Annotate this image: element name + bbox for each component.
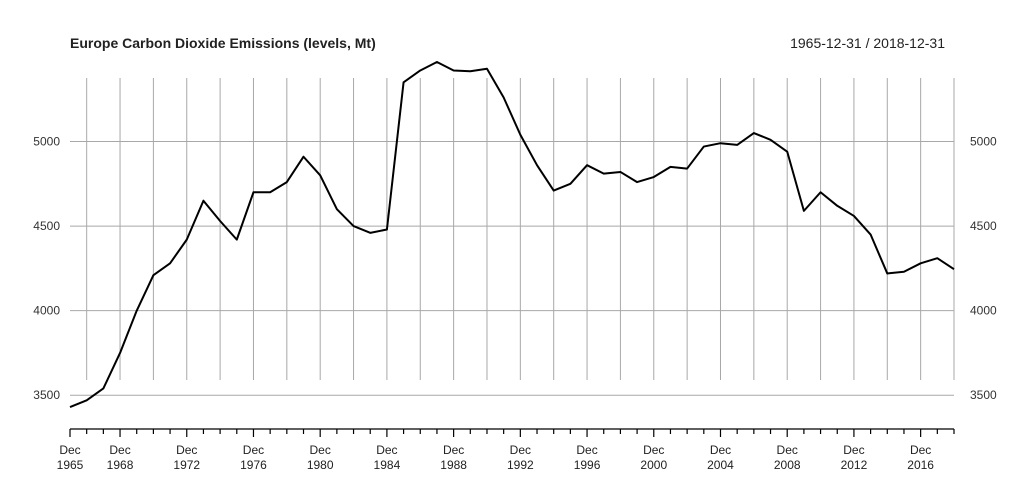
x-tick-label-month: Dec xyxy=(243,443,264,457)
y-axis-right-labels: 3500 4000 4500 5000 xyxy=(970,135,997,403)
x-tick-label-month: Dec xyxy=(443,443,464,457)
y-tick-label-left: 5000 xyxy=(33,135,60,149)
x-tick-label-month: Dec xyxy=(109,443,130,457)
x-tick-label-year: 1984 xyxy=(374,458,401,472)
x-tick-label-month: Dec xyxy=(643,443,664,457)
x-tick-label-year: 1968 xyxy=(107,458,134,472)
y-tick-label-left: 4500 xyxy=(33,219,60,233)
x-tick-label-month: Dec xyxy=(576,443,597,457)
x-tick-label-month: Dec xyxy=(777,443,798,457)
y-tick-label-left: 4000 xyxy=(33,304,60,318)
x-tick-label-month: Dec xyxy=(710,443,731,457)
x-tick-label-month: Dec xyxy=(843,443,864,457)
y-axis-left-labels: 3500 4000 4500 5000 xyxy=(33,135,60,403)
x-tick-label-year: 1965 xyxy=(57,458,84,472)
y-tick-label-right: 4000 xyxy=(970,304,997,318)
x-tick-label-month: Dec xyxy=(910,443,931,457)
x-tick-label-year: 2000 xyxy=(640,458,667,472)
y-tick-label-right: 3500 xyxy=(970,388,997,402)
x-tick-label-month: Dec xyxy=(59,443,80,457)
x-axis: Dec1965Dec1968Dec1972Dec1976Dec1980Dec19… xyxy=(57,428,955,472)
chart-title: Europe Carbon Dioxide Emissions (levels,… xyxy=(70,35,376,51)
x-tick-label-year: 2008 xyxy=(774,458,801,472)
date-range-label: 1965-12-31 / 2018-12-31 xyxy=(790,35,945,51)
x-tick-label-year: 1972 xyxy=(173,458,200,472)
horizontal-gridlines xyxy=(70,141,954,396)
y-tick-label-right: 5000 xyxy=(970,135,997,149)
x-tick-label-year: 1992 xyxy=(507,458,534,472)
x-tick-label-year: 2012 xyxy=(841,458,868,472)
series-line xyxy=(69,61,955,409)
x-tick-label-year: 1988 xyxy=(440,458,467,472)
x-tick-label-year: 1980 xyxy=(307,458,334,472)
y-tick-label-left: 3500 xyxy=(33,388,60,402)
x-tick-label-month: Dec xyxy=(310,443,331,457)
x-tick-label-year: 1996 xyxy=(574,458,601,472)
x-tick-label-month: Dec xyxy=(510,443,531,457)
x-tick-label-year: 2004 xyxy=(707,458,734,472)
vertical-gridlines xyxy=(86,78,955,380)
y-tick-label-right: 4500 xyxy=(970,219,997,233)
x-tick-label-month: Dec xyxy=(176,443,197,457)
x-tick-label-year: 1976 xyxy=(240,458,267,472)
x-tick-label-month: Dec xyxy=(376,443,397,457)
x-tick-label-year: 2016 xyxy=(907,458,934,472)
